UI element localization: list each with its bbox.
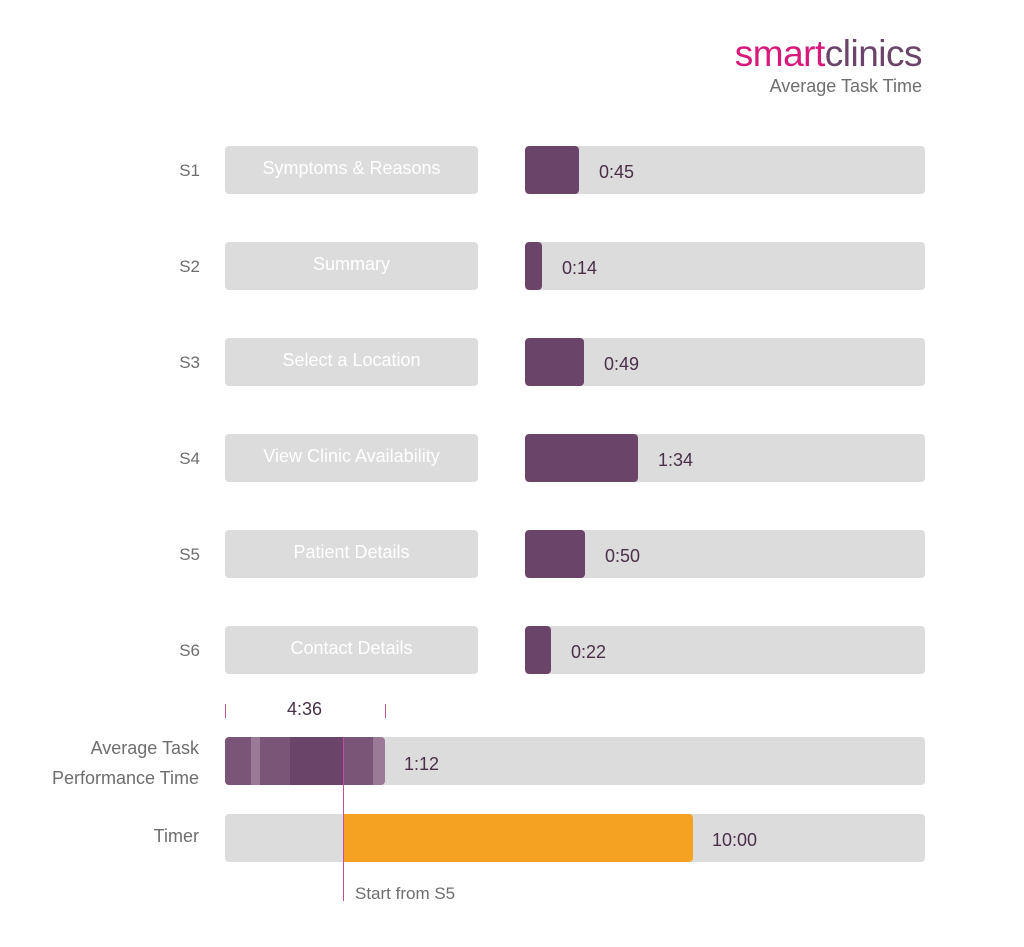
total-time-label: 4:36: [287, 699, 323, 719]
bar-value-s2: 0:14: [562, 258, 598, 278]
bar-s4: [525, 434, 638, 482]
step-label-s1: S1: [179, 161, 200, 180]
bar-s2: [525, 242, 542, 290]
bar-track-s4: [525, 434, 925, 482]
step-label-s3: S3: [179, 353, 200, 372]
bar-value-s5: 0:50: [605, 546, 641, 566]
chart-title: Average Task Time: [769, 76, 922, 96]
step-name-s2: Summary: [225, 242, 478, 290]
start-marker-label: Start from S5: [355, 884, 456, 903]
start-marker-line: [343, 737, 344, 901]
step-name-s1: Symptoms & Reasons: [225, 146, 478, 194]
step-label-s2: S2: [179, 257, 200, 276]
timer-label: Timer: [153, 826, 199, 846]
average-segment-s1: [225, 737, 251, 785]
total-bracket-left: [225, 704, 226, 718]
step-name-s3: Select a Location: [225, 338, 478, 386]
total-bracket-right: [385, 704, 386, 718]
bar-s3: [525, 338, 584, 386]
step-label-s4: S4: [179, 449, 200, 468]
bar-track-s1: [525, 146, 925, 194]
step-name-s4: View Clinic Availability: [225, 434, 478, 482]
bar-value-s6: 0:22: [571, 642, 607, 662]
average-label-line1: Average Task: [90, 738, 199, 758]
step-name-s6: Contact Details: [225, 626, 478, 674]
bar-s5: [525, 530, 585, 578]
bar-track-s6: [525, 626, 925, 674]
average-segment-s6: [373, 737, 385, 785]
average-segment-s4: [290, 737, 343, 785]
bar-track-s2: [525, 242, 925, 290]
average-track: [225, 737, 925, 785]
step-label-s6: S6: [179, 641, 200, 660]
bar-track-s5: [525, 530, 925, 578]
step-name-s5: Patient Details: [225, 530, 478, 578]
bar-value-s1: 0:45: [599, 162, 635, 182]
brand-part-clinics: clinics: [824, 33, 923, 74]
bar-value-s3: 0:49: [604, 354, 640, 374]
average-segment-s2: [251, 737, 260, 785]
brand-logo: smartclinics: [734, 32, 923, 76]
bar-s6: [525, 626, 551, 674]
average-label: Average Task Performance Time: [20, 733, 199, 793]
brand-part-smart: smart: [734, 33, 826, 74]
average-value-label: 1:12: [404, 754, 440, 774]
step-label-s5: S5: [179, 545, 200, 564]
average-label-line2: Performance Time: [51, 768, 199, 788]
bar-track-s3: [525, 338, 925, 386]
timer-bar: [343, 814, 693, 862]
average-segment-s5: [343, 737, 373, 785]
timer-value-label: 10:00: [712, 830, 758, 850]
bar-s1: [525, 146, 579, 194]
average-segment-s3: [260, 737, 290, 785]
bar-value-s4: 1:34: [658, 450, 694, 470]
